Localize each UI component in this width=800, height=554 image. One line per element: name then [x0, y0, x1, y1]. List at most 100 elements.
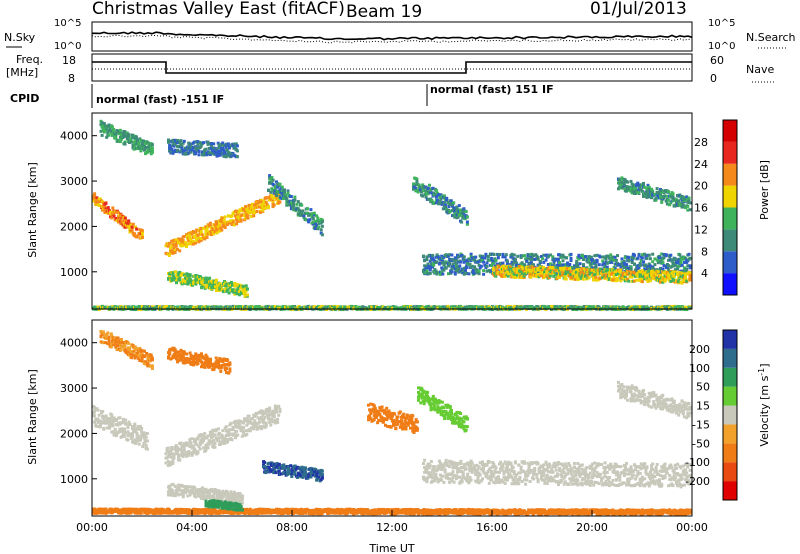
data-cell-2204: [500, 270, 503, 274]
data-cell-626: [131, 133, 135, 137]
data-cell-2062: [656, 261, 660, 265]
data-cell-3100: [177, 272, 181, 276]
data-cell-541: [105, 135, 109, 139]
data-cell-2418: [564, 269, 568, 273]
data-cell-1439: [468, 262, 472, 266]
data-cell-2098: [667, 268, 670, 272]
data-cell-1102: [320, 233, 324, 237]
data-cell-2357: [545, 274, 549, 278]
data-cell-743: [179, 143, 183, 147]
data-cell-1386: [452, 259, 456, 263]
data-cell-1927: [613, 255, 617, 259]
data-cell-818: [204, 147, 208, 151]
data-cell-1418: [462, 258, 466, 262]
data-cell-3227: [213, 280, 217, 284]
data-cell-1913: [610, 258, 614, 262]
data-cell-1775: [568, 263, 572, 266]
data-cell-1861: [594, 263, 598, 267]
data-cell-1322: [434, 255, 438, 259]
data-cell-2416: [563, 275, 567, 279]
data-cell-1155: [430, 191, 434, 195]
data-cell-1774: [567, 265, 571, 269]
data-cell-1120: [417, 183, 421, 187]
data-cell-1244: [457, 204, 461, 208]
data-cell-2903: [639, 188, 643, 192]
data-cell-2421: [565, 267, 569, 270]
data-cell-1387: [453, 272, 457, 276]
data-cell-2967: [660, 190, 664, 194]
data-cell-2857: [626, 180, 630, 184]
data-cell-1345: [441, 272, 445, 276]
data-cell-702: [168, 149, 172, 153]
data-cell-1258: [461, 216, 465, 220]
data-cell-1272: [465, 220, 469, 224]
data-cell-1505: [490, 269, 494, 273]
data-cell-2406: [561, 272, 565, 276]
data-cell-1163: [432, 201, 436, 205]
data-cell-1484: [482, 260, 486, 264]
data-cell-2038: [647, 253, 651, 257]
data-cell-1558: [504, 253, 508, 257]
data-cell-1049: [302, 214, 306, 218]
data-cell-364: [230, 214, 234, 218]
data-cell-549: [107, 124, 111, 128]
data-cell-1946: [620, 260, 624, 264]
data-cell-3042: [681, 203, 685, 207]
data-cell-211: [181, 239, 185, 243]
data-cell-1054: [304, 218, 308, 222]
data-cell-2652: [636, 271, 640, 275]
data-cell-1256: [461, 210, 465, 214]
data-cell-3182: [202, 282, 206, 286]
data-cell-909: [229, 151, 233, 155]
data-cell-1282: [423, 259, 427, 263]
data-cell-1114: [415, 177, 419, 181]
data-cell-1590: [512, 260, 516, 264]
data-cell-257: [195, 238, 199, 242]
data-cell-1819: [582, 258, 585, 261]
data-cell-252: [194, 241, 198, 245]
data-cell-296: [208, 224, 212, 228]
data-cell-3085: [173, 275, 177, 279]
data-cell-1432: [466, 260, 470, 264]
data-cell-2105: [669, 253, 673, 257]
data-cell-2167: [687, 252, 691, 256]
data-cell-1950: [621, 264, 625, 268]
data-cell-2984: [664, 199, 668, 203]
data-cell-2921: [646, 183, 650, 187]
data-cell-2630: [628, 275, 632, 279]
data-cell-673: [145, 146, 149, 150]
data-cell-1796: [575, 259, 579, 263]
data-cell-522: [99, 123, 103, 127]
data-cell-1770: [566, 261, 570, 265]
data-cell-3241: [218, 282, 222, 286]
data-cell-2645: [632, 271, 636, 275]
data-cell-216: [182, 243, 186, 247]
data-cell-1884: [601, 255, 605, 259]
data-cell-86: [119, 222, 123, 226]
data-cell-777: [189, 150, 193, 154]
data-cell-2657: [638, 272, 642, 276]
data-cell-84: [118, 217, 122, 221]
data-cell-1392: [454, 258, 458, 262]
data-cell-2231: [507, 272, 511, 276]
data-cell-2031: [645, 256, 649, 260]
data-cell-336: [220, 228, 224, 232]
data-cell-2238: [510, 275, 514, 279]
data-cell-2469: [580, 274, 584, 278]
data-cell-1212: [448, 210, 452, 213]
data-cell-1968: [627, 259, 631, 263]
data-cell-3081: [171, 271, 175, 275]
data-cell-4225: [415, 305, 419, 308]
data-cell-502: [272, 203, 276, 207]
data-cell-1529: [495, 262, 499, 266]
data-cell-1406: [458, 264, 462, 268]
data-cell-1036: [297, 208, 301, 212]
data-cell-1933: [616, 254, 619, 258]
data-cell-330: [218, 220, 221, 224]
data-cell-1843: [589, 255, 593, 259]
data-cell-105: [123, 225, 127, 229]
data-cell-2024: [643, 267, 647, 271]
data-cell-1271: [465, 215, 469, 219]
data-cell-3196: [205, 280, 209, 284]
data-cell-1079: [314, 221, 317, 225]
